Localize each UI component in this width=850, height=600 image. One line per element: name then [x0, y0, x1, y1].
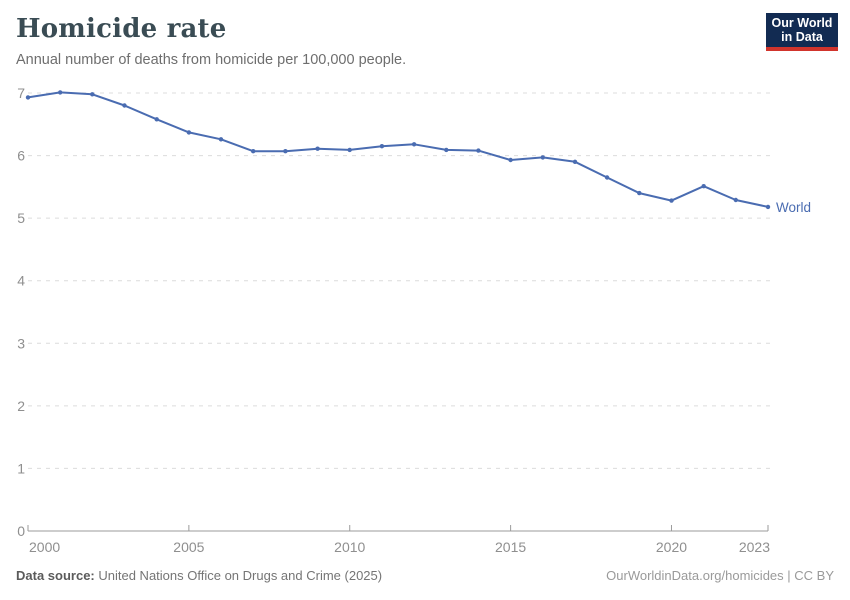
- data-point-2008: [283, 149, 288, 154]
- data-point-2010: [347, 147, 352, 153]
- axis-tick-labels: 0 1 2 3 4 5 6 7 2000 2005 2010 2015 2020 2023: [17, 85, 770, 555]
- data-point-2017: [572, 159, 578, 164]
- x-axis: [27, 525, 769, 532]
- data-point-2019: [637, 190, 642, 196]
- y-tick-label: 3: [17, 335, 25, 351]
- data-point-2020: [669, 198, 674, 203]
- owid-logo-line1: Our World: [771, 16, 833, 30]
- data-point-2015: [508, 157, 513, 163]
- owid-logo: Our World in Data: [766, 13, 838, 51]
- page-title: Homicide rate: [16, 14, 227, 44]
- data-point-2007: [251, 149, 256, 154]
- data-point-2009: [315, 146, 320, 151]
- x-tick-label: 2000: [29, 539, 60, 555]
- gridlines: [28, 92, 770, 469]
- world-line: [27, 91, 769, 208]
- x-tick-label: 2010: [334, 539, 365, 555]
- attribution-link: OurWorldinData.org/homicides | CC BY: [606, 568, 834, 583]
- data-point-2011: [379, 144, 385, 149]
- data-point-2014: [476, 148, 481, 153]
- data-source-text: United Nations Office on Drugs and Crime…: [94, 568, 383, 583]
- data-point-2000: [25, 95, 31, 100]
- chart-footer: Data source: United Nations Office on Dr…: [16, 568, 834, 584]
- y-tick-label: 1: [17, 460, 25, 476]
- data-point-2016: [540, 155, 545, 160]
- y-tick-label: 0: [17, 523, 25, 539]
- data-point-2006: [218, 137, 224, 142]
- chart-subtitle: Annual number of deaths from homicide pe…: [16, 52, 407, 68]
- data-point-2023: [765, 204, 771, 210]
- owid-logo-line2: in Data: [781, 30, 823, 44]
- x-tick-label: 2015: [495, 539, 526, 555]
- series-end-label: World: [776, 200, 811, 215]
- world-line-series: [25, 90, 771, 210]
- y-tick-label: 4: [17, 273, 25, 289]
- data-source-note: Data source: United Nations Office on Dr…: [16, 568, 382, 584]
- y-tick-label: 5: [17, 210, 25, 226]
- x-tick-label: 2005: [173, 539, 204, 555]
- data-point-2012: [411, 142, 417, 147]
- data-point-2005: [186, 130, 192, 135]
- data-point-2013: [444, 147, 449, 153]
- y-tick-label: 6: [17, 148, 25, 164]
- data-point-2018: [604, 175, 610, 180]
- x-tick-label: 2020: [656, 539, 687, 555]
- data-point-2021: [701, 184, 706, 189]
- data-point-2001: [58, 90, 63, 95]
- data-point-2022: [733, 197, 738, 203]
- y-tick-label: 2: [17, 398, 25, 414]
- x-tick-label: 2023: [739, 539, 770, 555]
- y-tick-label: 7: [17, 85, 25, 101]
- data-point-2003: [122, 103, 127, 108]
- data-point-2002: [90, 92, 95, 97]
- data-source-label: Data source:: [16, 568, 95, 583]
- owid-logo-text: Our World in Data: [772, 16, 833, 44]
- data-point-2004: [154, 117, 159, 122]
